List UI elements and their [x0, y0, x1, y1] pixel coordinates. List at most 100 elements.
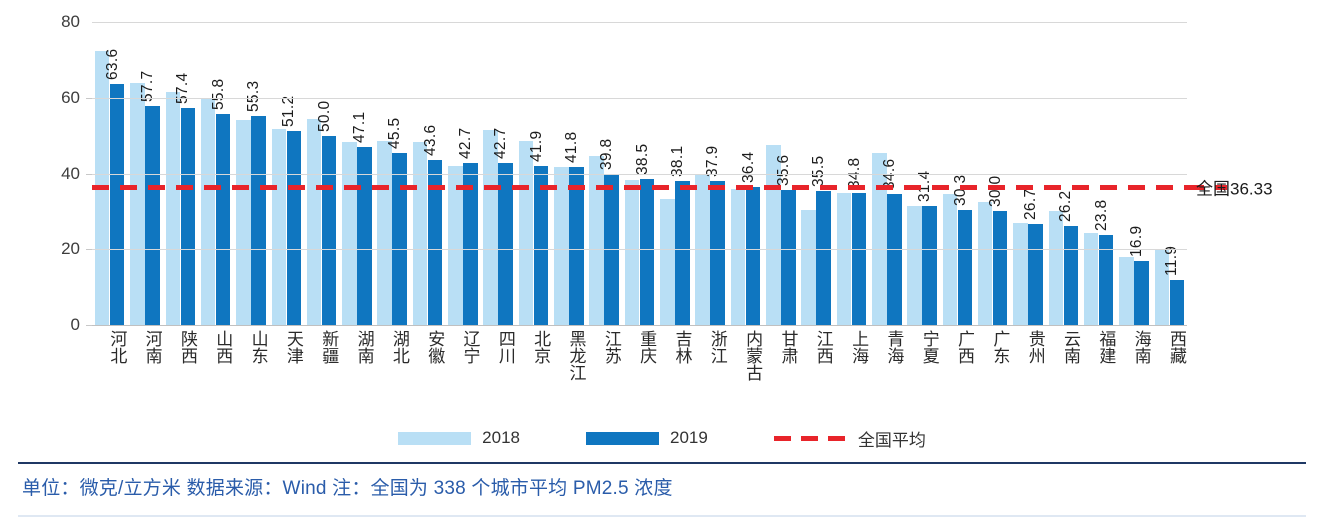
bar-2019[interactable] [251, 115, 266, 325]
bar-2019[interactable] [463, 163, 478, 325]
bar-group[interactable]: 51.2 [271, 22, 302, 325]
bar-2019[interactable] [109, 84, 125, 325]
bar-2019[interactable] [887, 193, 902, 325]
bar-group[interactable]: 35.6 [766, 22, 796, 325]
bar-2018[interactable] [872, 152, 887, 325]
bar-value-label: 26.7 [1022, 188, 1040, 220]
bar-value-label: 41.8 [562, 131, 580, 163]
bar-2019[interactable] [145, 106, 160, 325]
bar-group[interactable]: 11.9 [1154, 22, 1185, 325]
x-axis-label: 湖北 [389, 330, 409, 364]
bar-group[interactable]: 26.2 [1048, 22, 1079, 325]
bar-2018[interactable] [836, 192, 852, 325]
bar-2018[interactable] [1048, 211, 1064, 325]
x-axis-label: 新疆 [319, 330, 339, 364]
bar-2019[interactable] [781, 190, 796, 325]
bar-2018[interactable] [589, 156, 604, 325]
bar-group[interactable]: 38.5 [624, 22, 655, 325]
bar-2018[interactable] [554, 166, 569, 325]
bar-2018[interactable] [236, 120, 251, 325]
bar-2019[interactable] [639, 179, 655, 325]
bar-2018[interactable] [1083, 233, 1099, 325]
bar-group[interactable]: 30.3 [942, 22, 973, 325]
bar-2018[interactable] [660, 198, 675, 325]
legend-item-2018[interactable]: 2018 [398, 428, 520, 448]
bar-group[interactable]: 23.8 [1083, 22, 1114, 325]
bar-2019[interactable] [569, 166, 584, 325]
bar-group[interactable]: 38.1 [660, 22, 690, 325]
bar-2019[interactable] [357, 146, 372, 325]
y-axis-tick-label: 0 [70, 315, 80, 334]
bar-2018[interactable] [448, 165, 463, 325]
national-average-line [92, 184, 1187, 190]
bar-group[interactable]: 57.4 [165, 22, 196, 325]
bar-group[interactable]: 34.6 [872, 22, 902, 325]
bar-group[interactable]: 55.3 [236, 22, 266, 325]
bar-group[interactable]: 55.8 [200, 22, 231, 325]
bar-group[interactable]: 30.0 [977, 22, 1008, 325]
bar-group[interactable]: 41.8 [554, 22, 584, 325]
bar-2019[interactable] [180, 107, 196, 325]
bar-group[interactable]: 57.7 [130, 22, 160, 325]
bar-2019[interactable] [922, 206, 937, 325]
bar-2018[interactable] [200, 98, 216, 325]
bar-value-label: 11.9 [1163, 245, 1181, 276]
bar-group[interactable]: 42.7 [483, 22, 513, 325]
bar-2018[interactable] [271, 128, 287, 325]
y-axis-tick-label: 80 [61, 12, 80, 31]
bar-2018[interactable] [518, 141, 534, 325]
bar-2019[interactable] [533, 166, 549, 325]
bar-2019[interactable] [427, 159, 443, 325]
bar-2019[interactable] [957, 210, 973, 325]
bar-value-label: 42.7 [457, 127, 474, 160]
x-axis-label: 上海 [849, 330, 869, 364]
bar-2018[interactable] [1154, 249, 1170, 325]
bar-2018[interactable] [306, 118, 322, 325]
bar-group[interactable]: 35.5 [801, 22, 831, 325]
bar-2019[interactable] [992, 211, 1008, 325]
bar-group[interactable]: 42.7 [448, 22, 478, 325]
bar-2019[interactable] [498, 163, 513, 325]
bar-2019[interactable] [816, 190, 831, 325]
bar-2018[interactable] [165, 92, 181, 325]
bar-2018[interactable] [412, 142, 428, 325]
y-axis-tick-label: 40 [61, 163, 80, 183]
bar-2019[interactable] [1134, 261, 1149, 325]
bar-2019[interactable] [1063, 225, 1079, 325]
bar-value-label: 42.7 [492, 127, 510, 160]
bar-group[interactable]: 16.9 [1119, 22, 1149, 325]
bar-group[interactable]: 50.0 [306, 22, 337, 325]
bar-2018[interactable] [801, 209, 816, 325]
bar-value-label: 51.2 [280, 95, 298, 128]
bar-2019[interactable] [1098, 234, 1114, 325]
bar-2018[interactable] [342, 142, 357, 325]
bar-2019[interactable] [286, 131, 302, 325]
bar-2018[interactable] [766, 145, 781, 325]
bar-2019[interactable] [710, 181, 725, 325]
bar-2019[interactable] [745, 187, 761, 325]
bar-2018[interactable] [624, 179, 640, 325]
bar-group[interactable]: 31.4 [907, 22, 937, 325]
bar-group[interactable]: 34.8 [836, 22, 867, 325]
bar-2019[interactable] [215, 113, 231, 325]
legend-item-national-average[interactable]: 全国平均 [773, 426, 926, 451]
bar-group[interactable]: 36.4 [730, 22, 761, 325]
bar-2018[interactable] [377, 140, 392, 325]
bar-2019[interactable] [392, 152, 407, 325]
bar-2018[interactable] [977, 202, 993, 325]
bar-2019[interactable] [321, 135, 337, 325]
bar-2018[interactable] [130, 82, 145, 325]
bar-2019[interactable] [1028, 223, 1043, 325]
bar-2018[interactable] [483, 129, 498, 325]
bar-2018[interactable] [730, 189, 746, 325]
bar-2018[interactable] [942, 194, 958, 325]
bar-value-label: 50.0 [315, 100, 333, 132]
legend-item-2019[interactable]: 2019 [586, 428, 708, 448]
bar-2018[interactable] [1119, 257, 1134, 325]
bar-2018[interactable] [907, 205, 922, 325]
bar-2019[interactable] [675, 180, 690, 325]
bar-2019[interactable] [851, 193, 867, 325]
bar-2019[interactable] [1169, 279, 1185, 325]
bar-group[interactable]: 26.7 [1013, 22, 1043, 325]
bar-2018[interactable] [1013, 222, 1028, 325]
